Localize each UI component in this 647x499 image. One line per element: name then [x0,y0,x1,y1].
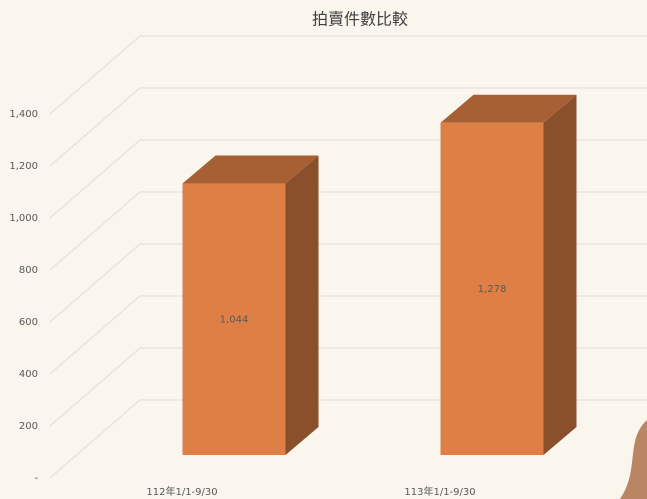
data-label: 1,278 [478,284,507,295]
y-tick-label: 800 [19,265,38,276]
y-tick-label: 1,200 [9,161,38,172]
y-tick-label: 400 [19,369,38,380]
y-tick-label: 200 [19,421,38,432]
chart: 拍賣件數比較 - 200 400 600 800 1,000 1,200 1,400 112年1… [0,0,647,499]
x-tick-label: 113年1/1-9/30 [404,485,475,498]
bar-side [544,95,577,455]
y-tick-label: 1,000 [9,213,38,224]
y-tick-label: 600 [19,317,38,328]
chart-title: 拍賣件數比較 [312,10,408,29]
x-tick-label: 112年1/1-9/30 [146,485,217,498]
y-tick-label: - [34,473,38,484]
data-label: 1,044 [220,314,249,325]
decoration [620,420,647,499]
bar-side [286,156,319,455]
y-tick-label: 1,400 [9,109,38,120]
